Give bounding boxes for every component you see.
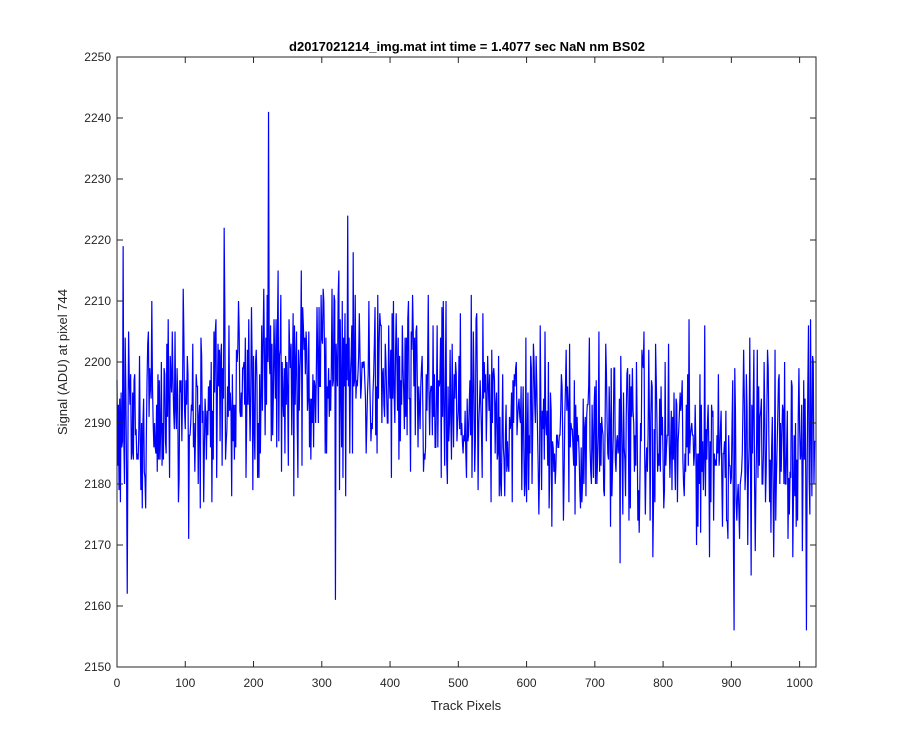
- x-tick-label: 200: [244, 676, 264, 690]
- y-tick-label: 2230: [84, 172, 111, 186]
- y-axis: 2150 2160 2170 2180 2190 2200 2210 2220 2230 2240…: [84, 50, 816, 674]
- y-tick-label: 2180: [84, 477, 111, 491]
- y-tick-label: 2250: [84, 50, 111, 64]
- y-tick-label: 2220: [84, 233, 111, 247]
- y-tick-label: 2210: [84, 294, 111, 308]
- x-tick-label: 800: [653, 676, 673, 690]
- y-tick-label: 2240: [84, 111, 111, 125]
- y-tick-label: 2170: [84, 538, 111, 552]
- x-tick-label: 700: [585, 676, 605, 690]
- y-axis-label: Signal (ADU) at pixel 744: [55, 289, 70, 435]
- y-tick-label: 2150: [84, 660, 111, 674]
- x-tick-label: 100: [175, 676, 195, 690]
- plot-area: [117, 57, 816, 667]
- x-tick-label: 400: [380, 676, 400, 690]
- x-tick-label: 600: [517, 676, 537, 690]
- x-tick-label: 1000: [786, 676, 813, 690]
- y-tick-label: 2160: [84, 599, 111, 613]
- series-layer: [116, 111, 816, 631]
- x-tick-label: 300: [312, 676, 332, 690]
- y-tick-label: 2200: [84, 355, 111, 369]
- x-axis: 0 100 200 300 400 500 600 700 800 900 1000: [114, 57, 813, 690]
- series-line: [116, 111, 816, 631]
- x-tick-label: 900: [721, 676, 741, 690]
- x-tick-label: 500: [448, 676, 468, 690]
- y-tick-label: 2190: [84, 416, 111, 430]
- chart-title: d2017021214_img.mat int time = 1.4077 se…: [289, 39, 645, 54]
- x-tick-label: 0: [114, 676, 121, 690]
- x-axis-label: Track Pixels: [431, 698, 502, 713]
